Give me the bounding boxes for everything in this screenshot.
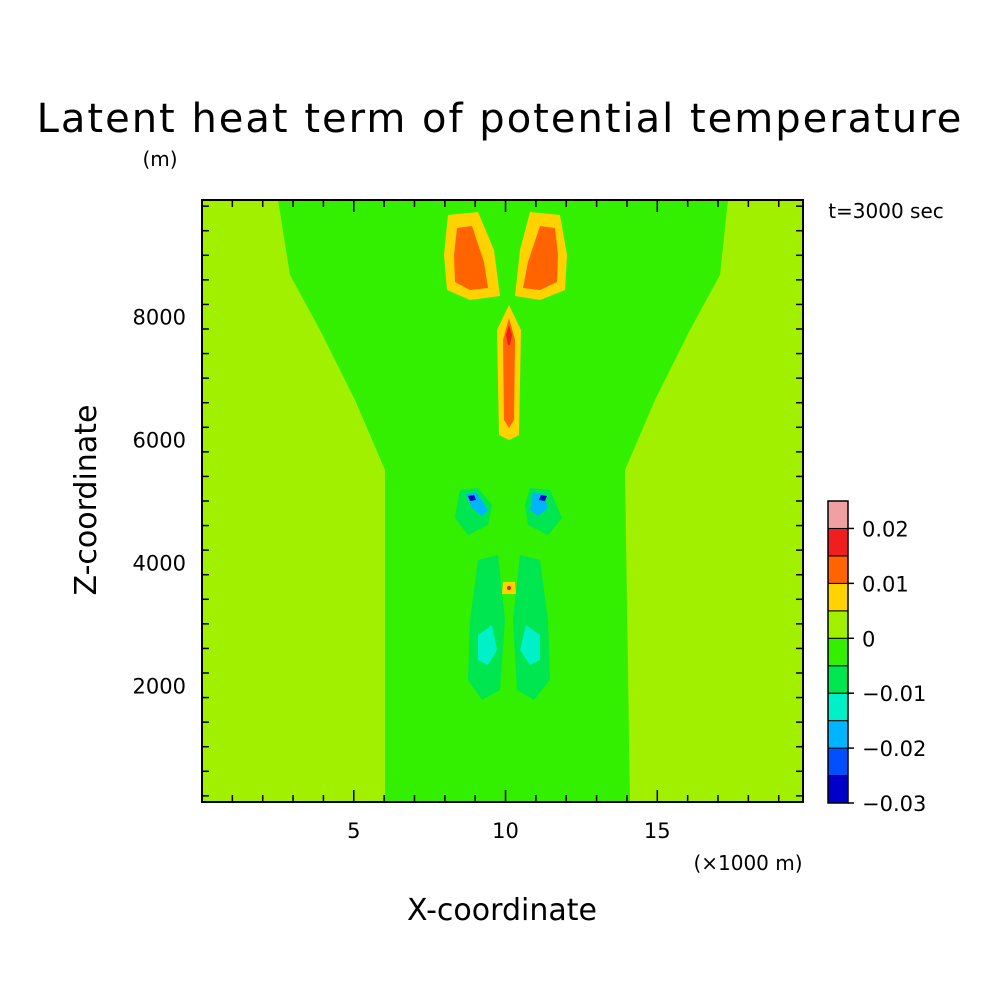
colorbar-swatch bbox=[827, 637, 849, 667]
contour-region-lower-left-cooling bbox=[468, 555, 505, 700]
y-tick-label: 6000 bbox=[133, 429, 186, 453]
colorbar-tick-label: −0.01 bbox=[862, 682, 926, 706]
colorbar-swatch bbox=[827, 775, 849, 804]
colorbar-tick-label: −0.03 bbox=[862, 792, 926, 816]
x-axis-ticks: 5 10 15 bbox=[231, 200, 780, 843]
contour-region-top-right-heating-core bbox=[523, 226, 558, 290]
plot-field bbox=[202, 200, 803, 802]
y-axis-ticks: 2000 4000 6000 8000 bbox=[133, 205, 803, 797]
colorbar-tick-label: 0 bbox=[862, 627, 875, 651]
colorbar-tick-label: −0.02 bbox=[862, 737, 926, 761]
colorbar-swatch bbox=[827, 747, 849, 777]
y-axis-unit: (m) bbox=[142, 147, 177, 171]
contour-region-central-heating-core bbox=[503, 318, 515, 428]
contour-region-top-left-heating-core bbox=[454, 226, 488, 290]
colorbar-swatch bbox=[827, 692, 849, 722]
colorbar-tick-label: 0.01 bbox=[862, 572, 909, 596]
x-tick-label: 10 bbox=[492, 819, 519, 843]
chart-title: Latent heat term of potential temperatur… bbox=[37, 96, 964, 142]
time-annotation: t=3000 sec bbox=[828, 199, 944, 223]
colorbar-border bbox=[827, 500, 849, 804]
colorbar-swatch bbox=[827, 665, 849, 694]
colorbar-swatch bbox=[827, 582, 849, 612]
contour-region-lower-right-cooling-core bbox=[520, 625, 540, 665]
contour-region-left-cooling-cell bbox=[455, 488, 492, 535]
colorbar: 0.02 0.01 0 −0.01 −0.02 −0.03 bbox=[827, 500, 926, 816]
contour-region-lower-left-cooling-core bbox=[478, 625, 497, 665]
y-tick-label: 4000 bbox=[133, 551, 186, 575]
x-axis-unit: (×1000 m) bbox=[693, 851, 802, 875]
colorbar-swatch bbox=[827, 720, 849, 749]
colorbar-tick-label: 0.02 bbox=[862, 517, 909, 541]
x-axis-label: X-coordinate bbox=[407, 893, 597, 928]
contour-region-central-heating-peak bbox=[506, 325, 512, 345]
colorbar-swatch bbox=[827, 610, 849, 639]
contour-region-right-cooling-peak bbox=[539, 495, 547, 501]
colorbar-swatch bbox=[827, 500, 849, 529]
x-tick-label: 15 bbox=[644, 819, 671, 843]
y-tick-label: 8000 bbox=[133, 306, 186, 330]
contour-region-left-cooling-peak bbox=[468, 495, 476, 501]
colorbar-swatch bbox=[827, 527, 849, 557]
x-tick-label: 5 bbox=[347, 819, 360, 843]
colorbar-swatch bbox=[827, 555, 849, 584]
contour-region-small-heating-peak bbox=[507, 586, 511, 590]
contour-region-central-column bbox=[278, 200, 728, 802]
y-axis-label: Z-coordinate bbox=[69, 405, 104, 596]
y-tick-label: 2000 bbox=[133, 674, 186, 698]
contour-region-lower-right-cooling bbox=[513, 555, 550, 700]
